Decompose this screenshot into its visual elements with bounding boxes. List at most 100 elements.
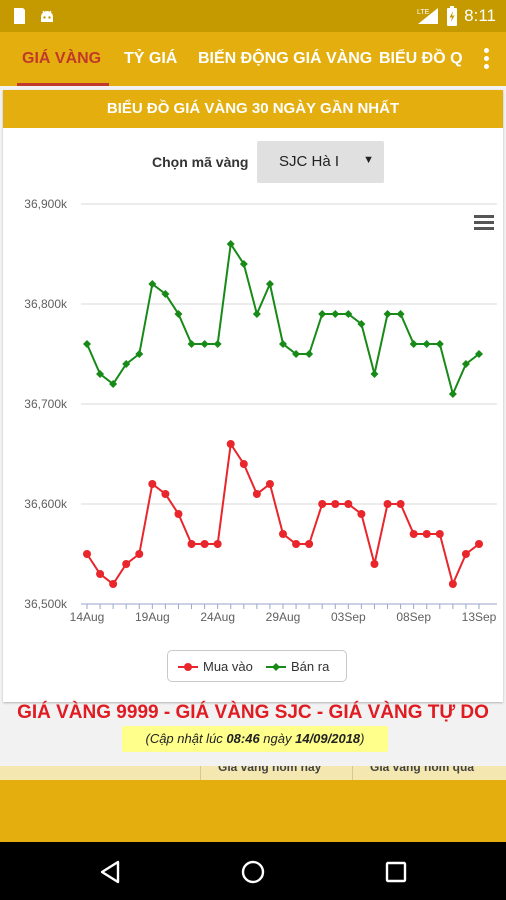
gold-price-chart: 36,500k 36,600k 36,700k 36,800k 36,900k 14Aug… [24, 197, 497, 624]
x-tick-label: 08Sep [396, 610, 431, 624]
y-tick-label: 36,500k [24, 597, 68, 611]
gold-type-selected-value: SJC Hà I [279, 153, 340, 170]
data-point [265, 280, 274, 288]
data-point [475, 540, 483, 548]
data-point [292, 350, 301, 358]
x-tick-label: 03Sep [331, 610, 366, 624]
data-point [161, 290, 170, 298]
select-label: Chọn mã vàng [152, 154, 249, 170]
data-point [252, 490, 261, 498]
gold-type-select[interactable]: SJC Hà I ▼ [257, 141, 384, 183]
data-point [174, 510, 183, 518]
dropdown-arrow-icon: ▼ [363, 154, 374, 166]
legend-item-buy[interactable]: Mua vào [178, 659, 253, 674]
y-tick-label: 36,600k [24, 497, 68, 511]
data-point [422, 530, 431, 538]
data-point [370, 370, 379, 378]
data-point [435, 340, 444, 348]
data-point [213, 340, 222, 348]
data-point [96, 370, 105, 378]
recents-icon[interactable] [383, 859, 409, 885]
data-point [357, 510, 366, 518]
data-point [83, 340, 91, 348]
android-debug-icon [41, 10, 53, 22]
tab-gia-vang[interactable]: GIÁ VÀNG [22, 50, 102, 67]
data-point [357, 320, 366, 328]
data-point [318, 500, 327, 508]
overflow-menu-icon[interactable] [480, 46, 492, 72]
data-point [226, 440, 235, 448]
tab-bieu-do[interactable]: BIỂU ĐỒ Q [379, 50, 463, 67]
tab-bien-dong-gia-vang[interactable]: BIẾN ĐỘNG GIÁ VÀNG [198, 50, 373, 67]
network-type-label: LTE [417, 9, 430, 16]
y-tick-label: 36,700k [24, 397, 68, 411]
data-point [331, 310, 340, 318]
status-time: 8:11 [464, 6, 496, 25]
data-point [461, 360, 470, 368]
data-point [409, 340, 418, 348]
data-point [109, 380, 118, 388]
data-point [435, 530, 444, 538]
signal-icon: LTE [417, 8, 439, 24]
update-date: 14/09/2018 [295, 731, 361, 746]
data-point [370, 560, 379, 568]
data-point [279, 530, 287, 538]
data-point [174, 310, 183, 318]
data-point [305, 540, 314, 548]
data-point [109, 580, 118, 588]
home-icon[interactable] [240, 859, 266, 885]
data-point [331, 500, 340, 508]
data-point [265, 480, 274, 488]
chart-menu-icon[interactable] [474, 215, 494, 230]
y-tick-label: 36,900k [24, 197, 68, 211]
table-col-today: Giá vàng hôm nay [218, 766, 322, 774]
data-point [135, 350, 144, 358]
app-tab-bar: GIÁ VÀNG TỶ GIÁ BIẾN ĐỘNG GIÁ VÀNG BIỂU … [0, 32, 506, 86]
data-point [461, 550, 470, 558]
update-mid: ngày [259, 731, 296, 746]
data-point [96, 570, 105, 578]
chart-card: BIỂU ĐỒ GIÁ VÀNG 30 NGÀY GẦN NHẤT Chọn m… [3, 90, 503, 702]
series-line-1 [86, 241, 480, 398]
update-suffix: ) [360, 731, 365, 746]
back-icon[interactable] [98, 859, 124, 885]
data-point [409, 530, 418, 538]
data-point [83, 550, 91, 558]
legend-sell-marker-icon [272, 663, 280, 671]
price-table-header: Giá vàng hôm nay Giá vàng hôm qua [0, 766, 506, 780]
legend-sell-label: Bán ra [291, 659, 330, 674]
data-point [344, 310, 353, 318]
chart-legend: Mua vào Bán ra [167, 650, 347, 682]
x-tick-label: 13Sep [462, 610, 497, 624]
update-time: 08:46 [226, 731, 260, 746]
data-point [161, 490, 170, 498]
table-col-yesterday: Giá vàng hôm qua [370, 766, 475, 774]
tab-ty-gia[interactable]: TỶ GIÁ [124, 50, 178, 67]
data-point [122, 360, 131, 368]
x-tick-label: 19Aug [135, 610, 170, 624]
data-point [448, 580, 457, 588]
data-point [344, 500, 353, 508]
data-point [239, 460, 248, 468]
data-point [475, 350, 483, 358]
update-note: (Cập nhật lúc 08:46 ngày 14/09/2018) [122, 726, 388, 752]
series-line-0 [86, 441, 480, 588]
chart-card-title: BIỂU ĐỒ GIÁ VÀNG 30 NGÀY GẦN NHẤT [3, 90, 503, 128]
data-point [305, 350, 314, 358]
price-headline: GIÁ VÀNG 9999 - GIÁ VÀNG SJC - GIÁ VÀNG … [17, 702, 489, 723]
data-point [200, 340, 209, 348]
data-point [383, 310, 392, 318]
legend-item-sell[interactable]: Bán ra [266, 659, 330, 674]
bottom-banner [0, 780, 506, 842]
status-bar: LTE 8:11 [0, 0, 506, 32]
data-point [396, 310, 405, 318]
legend-buy-marker-icon [184, 663, 192, 671]
data-point [239, 260, 248, 268]
data-point [383, 500, 392, 508]
x-tick-label: 24Aug [200, 610, 235, 624]
x-tick-label: 14Aug [70, 610, 105, 624]
sd-card-icon [14, 8, 25, 24]
data-point [292, 540, 301, 548]
data-point [448, 390, 457, 398]
data-point [252, 310, 261, 318]
